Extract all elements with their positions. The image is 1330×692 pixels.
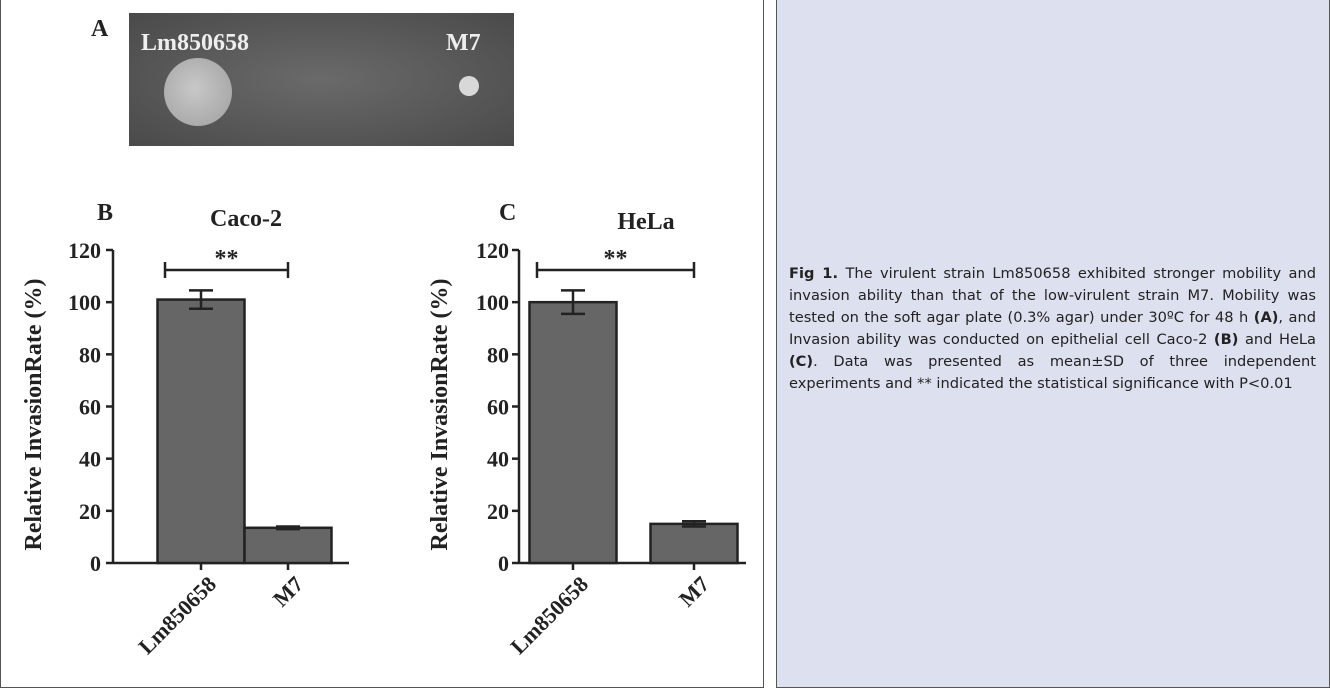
significance-label: ** xyxy=(215,246,239,272)
bar xyxy=(530,302,617,563)
y-tick-label: 100 xyxy=(68,290,101,315)
x-tick-label: M7 xyxy=(268,571,308,611)
y-tick-label: 0 xyxy=(90,551,101,576)
caption-text: . Data was presented as mean±SD of three… xyxy=(789,353,1316,392)
caption-label: Fig 1. xyxy=(789,265,838,282)
y-tick-label: 120 xyxy=(476,238,509,263)
chart-title: HeLa xyxy=(617,209,674,235)
bar xyxy=(158,300,245,563)
panel-label: B xyxy=(97,200,113,226)
y-tick-label: 40 xyxy=(487,447,509,472)
y-axis-label: Relative InvasionRate (%) xyxy=(21,279,47,551)
x-tick-label: M7 xyxy=(674,571,714,611)
caption: Fig 1. The virulent strain Lm850658 exhi… xyxy=(789,263,1316,395)
significance-label: ** xyxy=(604,246,628,272)
caption-text: (C) xyxy=(789,353,813,370)
bar xyxy=(245,528,332,563)
strain-label: Lm850658 xyxy=(141,30,249,56)
x-tick-label: Lm850658 xyxy=(505,571,593,659)
strain-label: M7 xyxy=(446,30,481,56)
y-tick-label: 60 xyxy=(487,395,509,420)
page: A Lm850658 M7 B Caco-2 Relative InvasionRa… xyxy=(0,0,1330,689)
y-tick-label: 80 xyxy=(79,342,101,367)
figure: A Lm850658 M7 B Caco-2 Relative InvasionRa… xyxy=(1,0,763,687)
y-axis-label: Relative InvasionRate (%) xyxy=(427,279,453,551)
y-tick-label: 120 xyxy=(68,238,101,263)
panel-label: C xyxy=(499,200,516,226)
caption-text: (A) xyxy=(1254,309,1279,326)
y-tick-label: 80 xyxy=(487,342,509,367)
x-tick-label: Lm850658 xyxy=(133,571,221,659)
caption-text: (B) xyxy=(1214,331,1238,348)
bar xyxy=(651,524,738,563)
y-tick-label: 100 xyxy=(476,290,509,315)
caption-text: The virulent strain Lm850658 exhibited s… xyxy=(789,265,1316,326)
y-tick-label: 20 xyxy=(487,499,509,524)
figure-panel: A Lm850658 M7 B Caco-2 Relative InvasionRa… xyxy=(0,0,764,688)
y-tick-label: 0 xyxy=(498,551,509,576)
chart-title: Caco-2 xyxy=(210,206,282,232)
caption-panel: Fig 1. The virulent strain Lm850658 exhi… xyxy=(776,0,1330,688)
y-tick-label: 60 xyxy=(79,395,101,420)
colony-small xyxy=(459,76,479,96)
y-tick-label: 40 xyxy=(79,447,101,472)
colony-large xyxy=(164,58,232,126)
caption-text: and HeLa xyxy=(1238,331,1316,348)
y-tick-label: 20 xyxy=(79,499,101,524)
panel-label: A xyxy=(91,16,109,42)
